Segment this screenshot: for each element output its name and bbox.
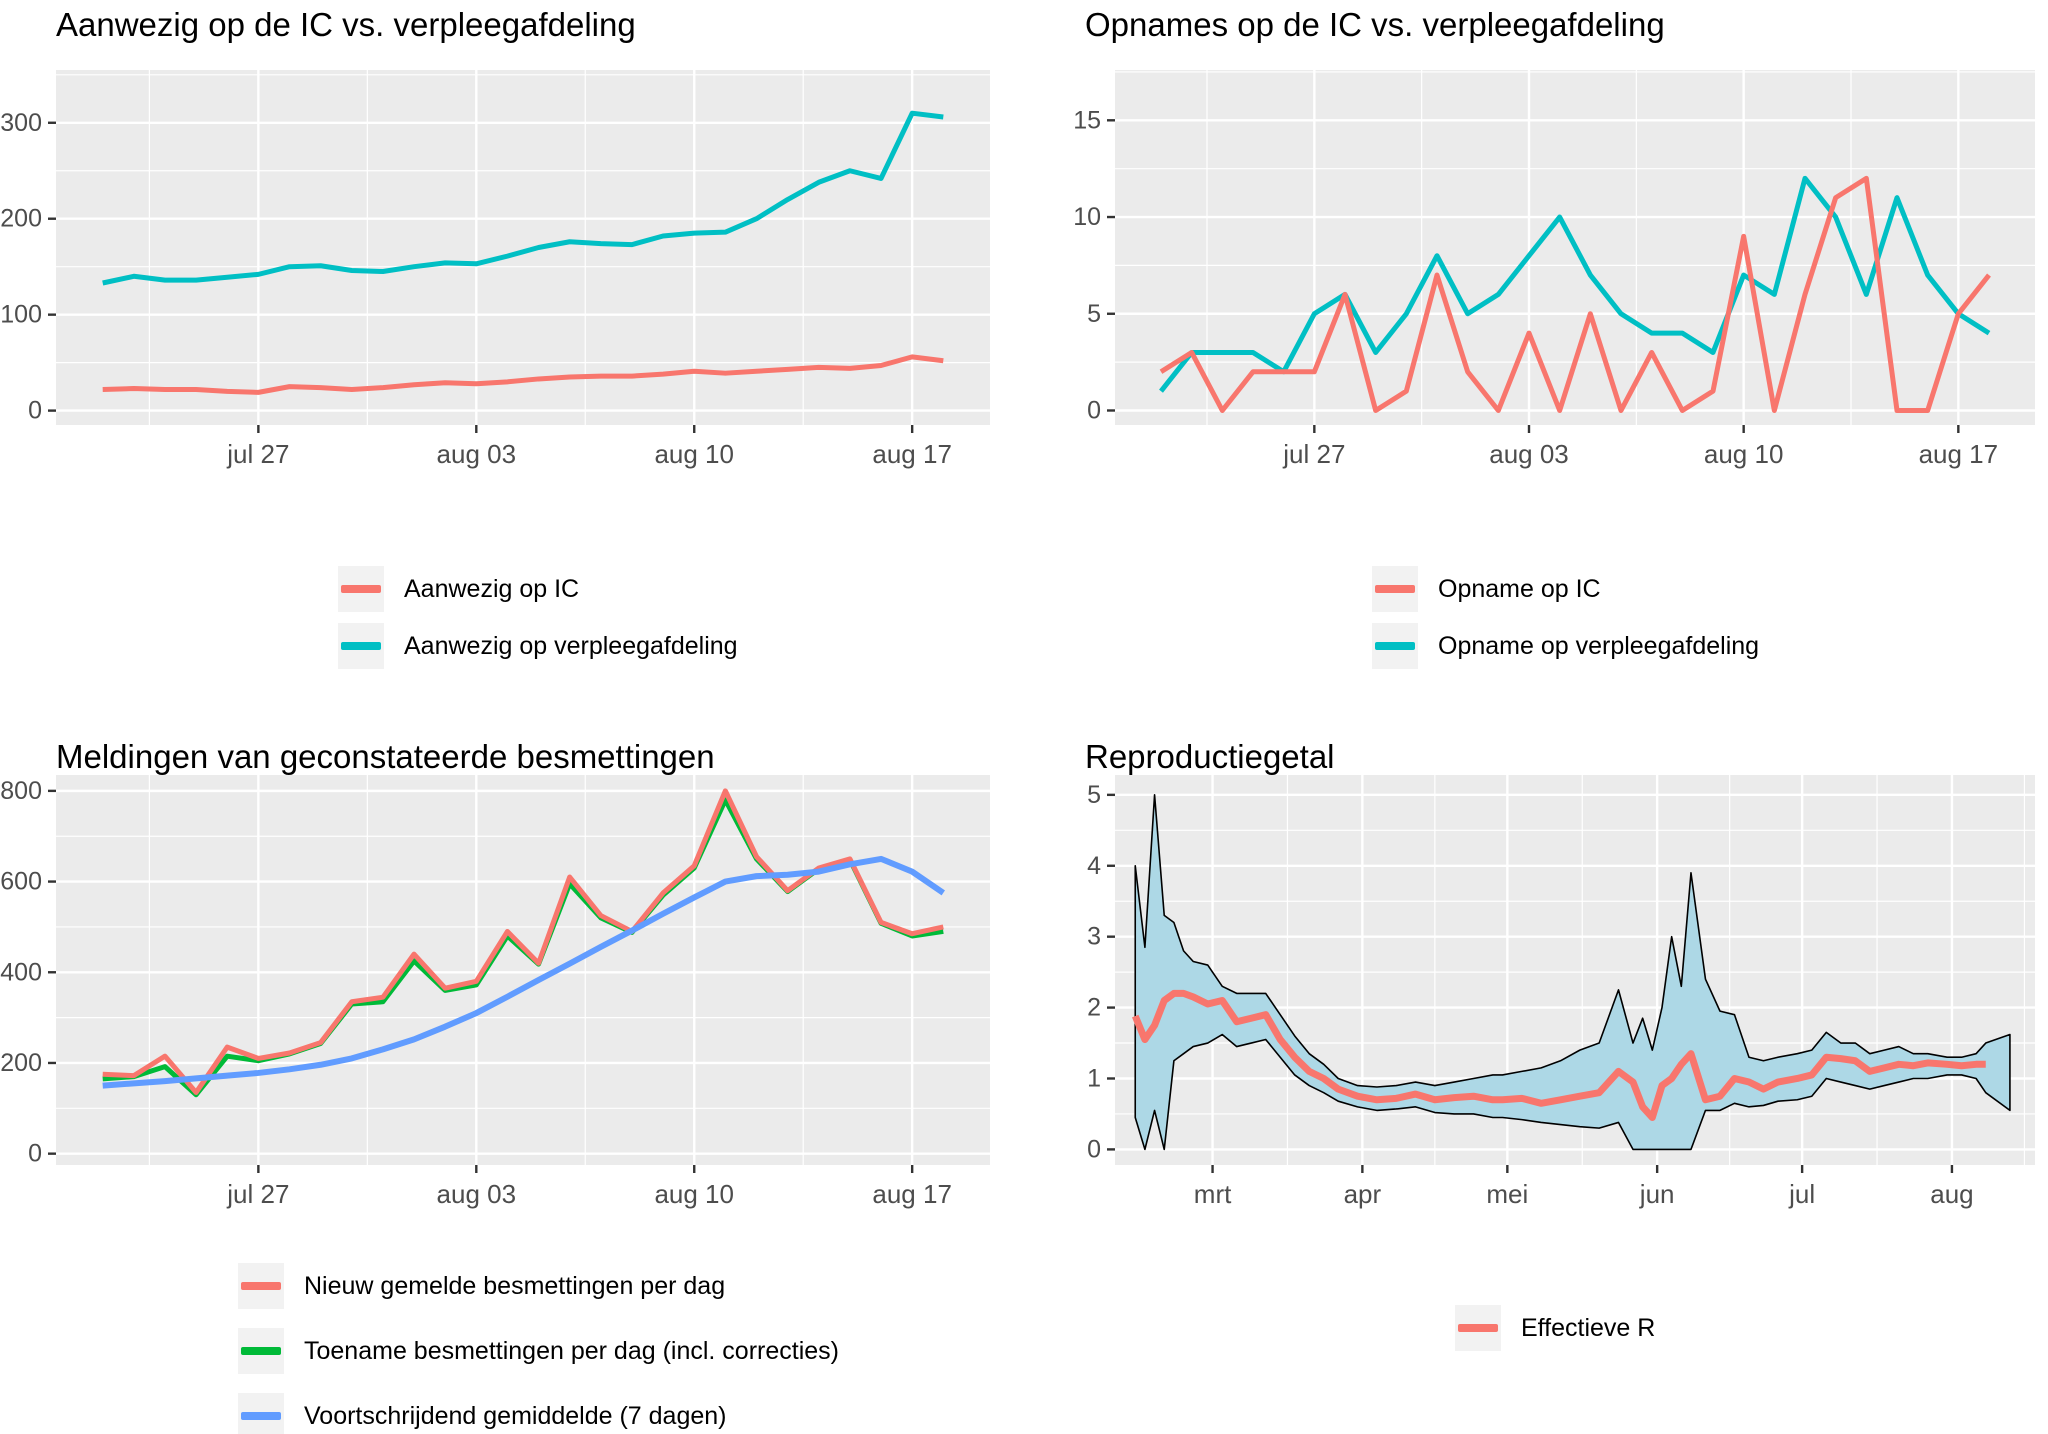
series-opname-op-verpleegafdeling: [1159, 175, 1991, 393]
title-reproductiegetal: Reproductiegetal: [1085, 738, 1335, 775]
legend-key-swatch: [238, 1263, 284, 1309]
legend-label: Aanwezig op IC: [404, 574, 580, 603]
y-tick-label: 0: [28, 397, 42, 425]
legend-item: Nieuw gemelde besmettingen per dag: [238, 1263, 839, 1309]
opnames-plot: 0 5 10 15 jul 27 aug 03 aug 10 aug 17: [1073, 70, 2035, 469]
y-tick-label: 0: [28, 1140, 42, 1168]
title-meldingen: Meldingen van geconstateerde besmettinge…: [56, 738, 715, 775]
series-opname-op-ic: [1159, 175, 1991, 413]
legend-key-line: [341, 585, 381, 593]
legend-key-line: [341, 642, 381, 650]
y-tick-label: 200: [0, 205, 42, 233]
legend-label: Effectieve R: [1521, 1313, 1656, 1342]
legend-key-line: [241, 1282, 281, 1290]
y-tick-label: 5: [1087, 300, 1101, 328]
legend-key-line: [1375, 585, 1415, 593]
x-tick-label: mei: [1486, 1179, 1528, 1209]
y-tick-label: 10: [1073, 203, 1101, 231]
legend-key-swatch: [1455, 1305, 1501, 1351]
legend-aanwezig: Aanwezig op IC Aanwezig op verpleegafdeli…: [338, 566, 738, 680]
legend-key-swatch: [338, 566, 384, 612]
x-tick-label: aug 17: [1919, 439, 1999, 469]
legend-key-swatch: [1372, 623, 1418, 669]
x-tick-label: aug 10: [1704, 439, 1784, 469]
series-voortschrijdend-gemiddelde-7-dagen-: [102, 855, 945, 1089]
y-tick-label: 4: [1087, 852, 1101, 880]
x-tick-label: apr: [1344, 1179, 1382, 1209]
title-aanwezig: Aanwezig op de IC vs. verpleegafdeling: [56, 6, 636, 43]
legend-key-line: [241, 1347, 281, 1355]
x-tick-label: aug 10: [654, 1179, 734, 1209]
legend-key-line: [1458, 1324, 1498, 1332]
legend-label: Opname op IC: [1438, 574, 1601, 603]
y-tick-label: 3: [1087, 923, 1101, 951]
y-tick-label: 0: [1087, 396, 1101, 424]
y-tick-label: 300: [0, 109, 42, 137]
legend-item: Opname op verpleegafdeling: [1372, 623, 1759, 669]
x-tick-label: aug: [1930, 1179, 1973, 1209]
confidence-band: [1134, 794, 2011, 1151]
legend-key-swatch: [1372, 566, 1418, 612]
y-tick-label: 5: [1087, 781, 1101, 809]
title-opnames: Opnames op de IC vs. verpleegafdeling: [1085, 6, 1665, 43]
y-tick-label: 100: [0, 301, 42, 329]
legend-item: Effectieve R: [1455, 1305, 1655, 1351]
legend-label: Voortschrijdend gemiddelde (7 dagen): [304, 1401, 727, 1430]
y-tick-label: 800: [0, 777, 42, 805]
y-tick-label: 200: [0, 1049, 42, 1077]
legend-key-swatch: [338, 623, 384, 669]
legend-item: Toename besmettingen per dag (incl. corr…: [238, 1328, 839, 1374]
x-tick-label: aug 17: [872, 439, 952, 469]
legend-reproductiegetal: Effectieve R: [1455, 1305, 1655, 1362]
x-tick-label: aug 03: [437, 439, 517, 469]
legend-opnames: Opname op IC Opname op verpleegafdeling: [1372, 566, 1759, 680]
x-tick-label: jul 27: [226, 1179, 289, 1209]
y-tick-label: 600: [0, 868, 42, 896]
y-tick-label: 0: [1087, 1135, 1101, 1163]
x-tick-label: jul 27: [226, 439, 289, 469]
legend-label: Toename besmettingen per dag (incl. corr…: [304, 1336, 839, 1365]
legend-label: Nieuw gemelde besmettingen per dag: [304, 1271, 726, 1300]
reproductiegetal-plot: 0 1 2 3 4 5 mrt apr mei jun jul aug: [1087, 775, 2035, 1209]
series-aanwezig-op-verpleegafdeling: [102, 110, 944, 286]
x-tick-label: mrt: [1194, 1179, 1232, 1209]
series-effectieve-r: [1132, 989, 1986, 1121]
legend-meldingen: Nieuw gemelde besmettingen per dag Toenam…: [238, 1263, 839, 1434]
x-tick-label: jul 27: [1282, 439, 1345, 469]
legend-item: Aanwezig op verpleegafdeling: [338, 623, 738, 669]
meldingen-plot: 0 200 400 600 800 jul 27 aug 03 aug 10 aug 17: [0, 775, 990, 1209]
x-tick-label: jul: [1788, 1179, 1815, 1209]
legend-item: Aanwezig op IC: [338, 566, 738, 612]
x-tick-label: aug 03: [1489, 439, 1569, 469]
legend-item: Voortschrijdend gemiddelde (7 dagen): [238, 1393, 839, 1434]
legend-item: Opname op IC: [1372, 566, 1759, 612]
legend-label: Aanwezig op verpleegafdeling: [404, 631, 738, 660]
x-tick-label: aug 03: [437, 1179, 517, 1209]
legend-key-swatch: [238, 1328, 284, 1374]
legend-key-line: [241, 1412, 281, 1420]
x-tick-label: aug 17: [872, 1179, 952, 1209]
x-tick-label: jun: [1639, 1179, 1675, 1209]
legend-key-line: [1375, 642, 1415, 650]
aanwezig-plot: 0 100 200 300 jul 27 aug 03 aug 10 aug 17: [0, 70, 990, 469]
y-tick-label: 15: [1073, 106, 1101, 134]
legend-key-swatch: [238, 1393, 284, 1434]
series-aanwezig-op-ic: [102, 354, 944, 395]
y-tick-label: 400: [0, 958, 42, 986]
legend-label: Opname op verpleegafdeling: [1438, 631, 1760, 660]
series-nieuw-gemelde-besmettingen-per-dag: [102, 788, 944, 1095]
x-tick-label: aug 10: [654, 439, 734, 469]
y-tick-label: 1: [1087, 1064, 1101, 1092]
y-tick-label: 2: [1087, 994, 1101, 1022]
